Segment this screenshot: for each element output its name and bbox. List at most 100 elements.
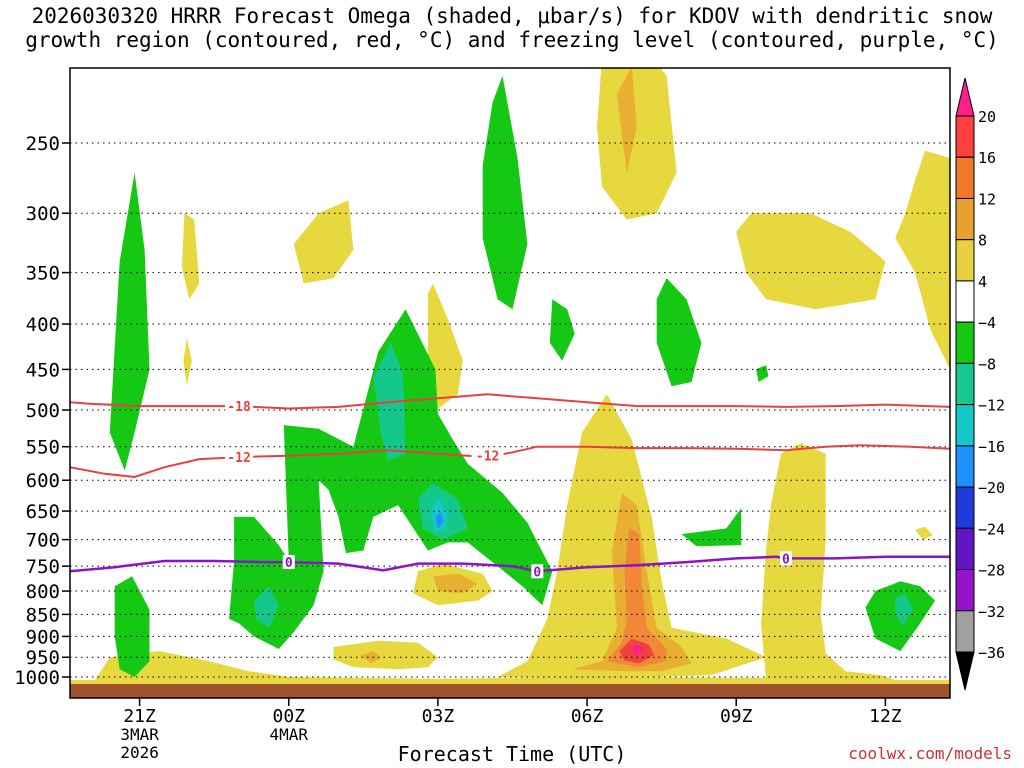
colorbar-label: 12 <box>978 190 996 208</box>
y-tick-label: 250 <box>26 133 60 155</box>
y-tick-label: 750 <box>26 556 60 578</box>
colorbar-label: −12 <box>978 397 1005 415</box>
y-tick-label: 450 <box>26 359 60 381</box>
colorbar-label: 16 <box>978 149 996 167</box>
omega-region-7 <box>181 213 200 300</box>
omega-region-26 <box>756 365 769 382</box>
omega-region-14 <box>616 68 637 173</box>
ground-strip <box>70 683 950 698</box>
colorbar-box <box>955 527 975 571</box>
y-tick-label: 550 <box>26 437 60 459</box>
omega-region-17 <box>606 528 667 668</box>
freezing-level-label: 0 <box>285 556 293 571</box>
omega-region-2 <box>761 443 896 681</box>
colorbar-label: 8 <box>978 232 987 250</box>
y-tick-label: 300 <box>26 203 60 225</box>
omega-region-12 <box>915 526 933 540</box>
x-tick-label: 06Z <box>571 706 604 727</box>
x-tick-label: 03Z <box>422 706 455 727</box>
colorbar-label: −24 <box>978 520 1005 538</box>
omega-region-5 <box>895 150 950 370</box>
omega-region-9 <box>428 283 463 409</box>
omega-region-25 <box>681 508 742 547</box>
y-tick-label: 500 <box>26 400 60 422</box>
x-tick-label: 12Z <box>869 706 902 727</box>
colorbar-label: 20 <box>978 108 996 126</box>
colorbar-label: −32 <box>978 603 1005 621</box>
colorbar-label: 4 <box>978 273 987 291</box>
omega-region-30 <box>254 586 279 628</box>
y-tick-label: 650 <box>26 501 60 523</box>
omega-region-0 <box>70 651 950 684</box>
colorbar-label: −36 <box>978 644 1005 662</box>
freezing-label-bg <box>282 555 295 570</box>
colorbar-box <box>955 610 975 653</box>
freezing-label-bg <box>531 564 544 579</box>
freezing-level-label: 0 <box>533 565 541 580</box>
x-tick-label: 21Z <box>123 706 156 727</box>
y-tick-label: 950 <box>26 647 60 669</box>
y-tick-label: 900 <box>26 626 60 648</box>
colorbar-box <box>955 197 975 241</box>
x-axis-label: Forecast Time (UTC) <box>397 742 627 766</box>
colorbar-box <box>955 156 975 199</box>
contour-label-bg <box>225 450 254 465</box>
watermark: coolwx.com/models <box>848 744 1012 763</box>
plot-frame <box>69 67 951 699</box>
y-tick-label: 1000 <box>14 667 60 689</box>
contour-label-bg <box>471 448 504 463</box>
colorbar-box <box>955 569 975 612</box>
omega-shading <box>70 68 950 698</box>
x-tick-label: 09Z <box>720 706 753 727</box>
y-tick-label: 400 <box>26 314 60 336</box>
dgz-label--18: -18 <box>227 400 251 415</box>
colorbar-box <box>955 280 975 323</box>
temperature-contours: -18 -12 -12 0 0 0 <box>70 393 950 580</box>
colorbar-label: −20 <box>978 479 1005 497</box>
colorbar-box <box>955 404 975 447</box>
colorbar: 20 16 12 8 4 −4 −8 −12 −16 −20 −24 −28 −32 −36 <box>955 77 1005 691</box>
dgz-label-repeat: -12 <box>476 450 499 465</box>
omega-region-16 <box>360 651 381 664</box>
omega-region-34 <box>435 512 444 529</box>
omega-region-24 <box>656 278 702 387</box>
freezing-level-label: 0 <box>782 552 790 567</box>
x-tick-label: 4MAR <box>269 725 308 744</box>
omega-region-8 <box>183 338 192 387</box>
chart-title: 2026030320 HRRR Forecast Omega (shaded, … <box>0 4 1024 52</box>
colorbar-box <box>955 486 975 529</box>
omega-region-6 <box>293 200 354 284</box>
colorbar-box <box>955 115 975 158</box>
chart-title-line-1: 2026030320 HRRR Forecast Omega (shaded, … <box>31 4 993 28</box>
contour-label-bg <box>225 399 254 414</box>
omega-region-28 <box>229 309 553 649</box>
y-axis: 2503003504004505005506006507007508008509… <box>14 133 70 689</box>
x-tick-label: 2026 <box>120 743 159 762</box>
x-tick-label: 3MAR <box>120 725 159 744</box>
omega-region-22 <box>482 75 528 310</box>
colorbar-box <box>955 239 975 282</box>
y-tick-label: 850 <box>26 604 60 626</box>
colorbar-label: −28 <box>978 562 1005 580</box>
y-tick-label: 700 <box>26 530 60 552</box>
x-tick-label: 00Z <box>272 706 305 727</box>
omega-region-32 <box>895 593 913 626</box>
omega-region-4 <box>736 213 886 310</box>
omega-region-11 <box>333 640 438 670</box>
omega-region-23 <box>549 299 575 361</box>
colorbar-label: −8 <box>978 355 996 373</box>
colorbar-label: −16 <box>978 438 1005 456</box>
y-tick-label: 350 <box>26 263 60 285</box>
colorbar-label: −4 <box>978 314 996 332</box>
omega-region-20 <box>109 172 150 471</box>
colorbar-box <box>955 362 975 406</box>
colorbar-arrow-top <box>955 77 975 117</box>
dgz-label--12: -12 <box>227 451 250 466</box>
omega-region-19 <box>629 644 645 656</box>
omega-region-13 <box>432 573 478 594</box>
dgz-contour--18 <box>70 393 950 410</box>
y-tick-label: 800 <box>26 581 60 603</box>
freezing-label-bg <box>779 551 792 566</box>
